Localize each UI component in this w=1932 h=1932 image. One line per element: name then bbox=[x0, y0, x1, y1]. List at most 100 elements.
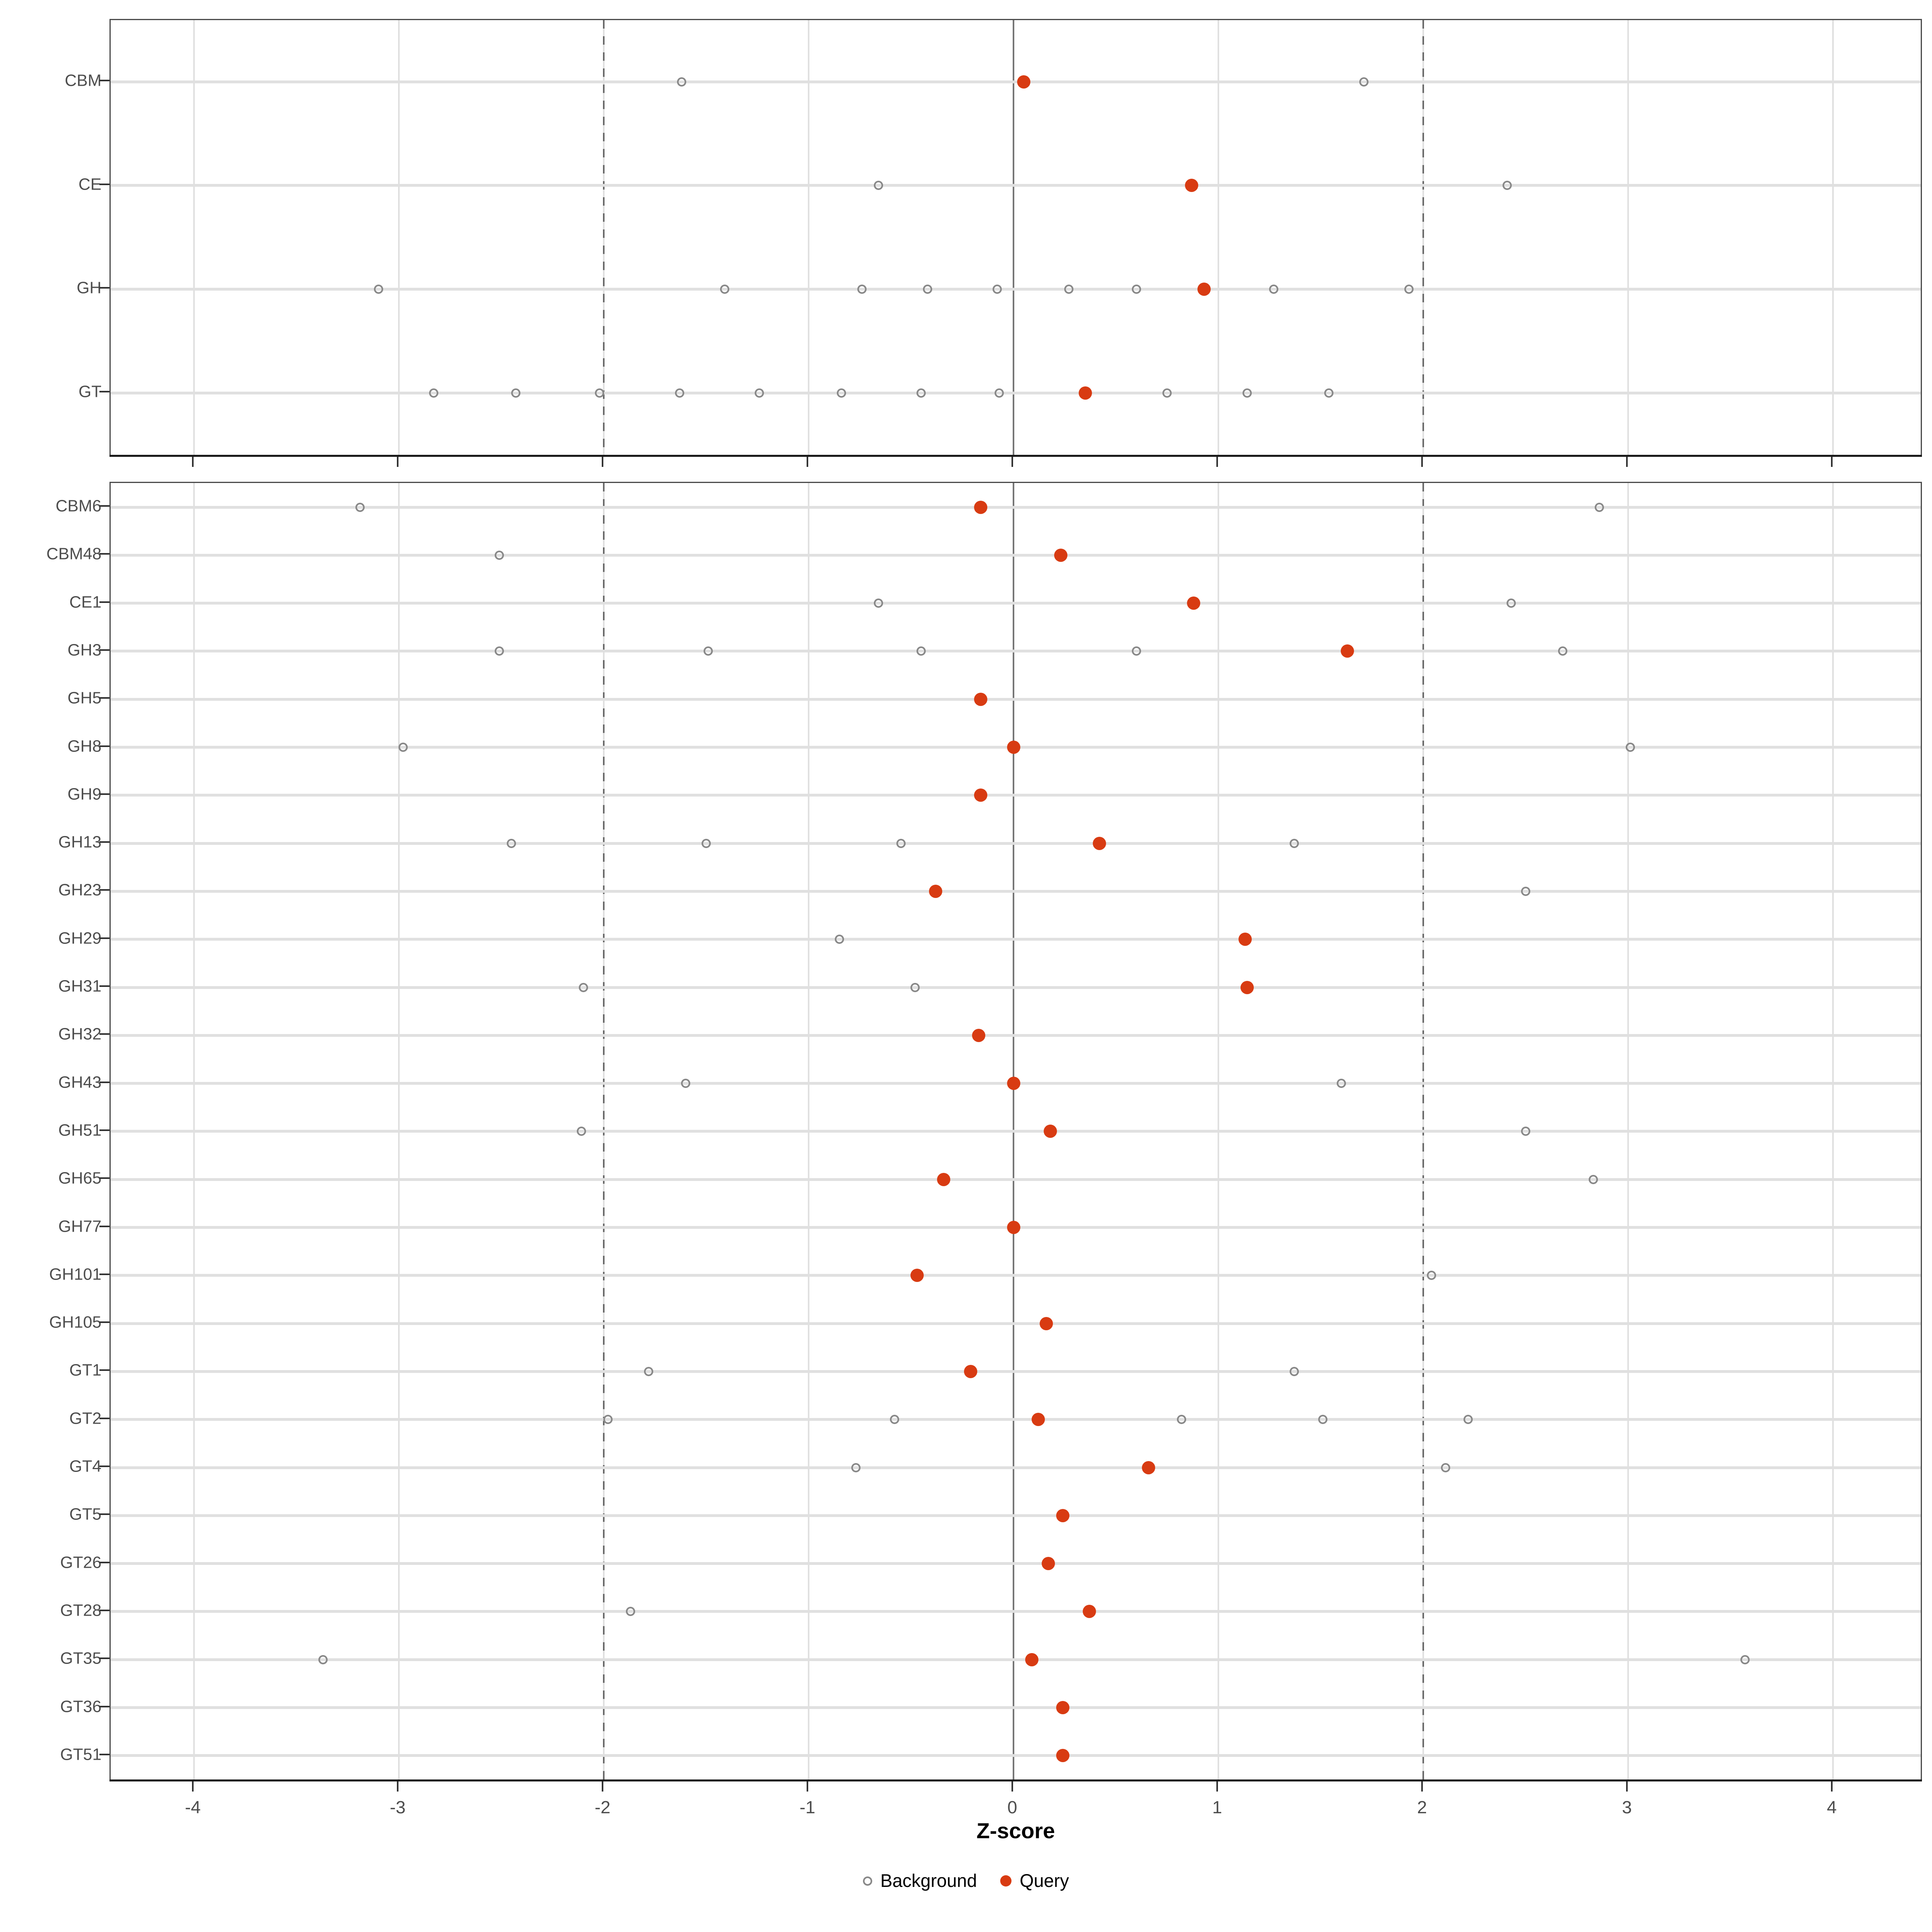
row-gridline-GH bbox=[111, 287, 1921, 291]
query-point-GT2 bbox=[1031, 1413, 1045, 1426]
background-point-GH-4 bbox=[992, 284, 1002, 294]
gridline-x--1 bbox=[808, 20, 809, 456]
x-tick-4 bbox=[1831, 457, 1833, 467]
background-point-GH31-0 bbox=[578, 983, 588, 992]
x-tick--3 bbox=[397, 457, 398, 467]
x-tick--2 bbox=[602, 1781, 603, 1792]
query-point-GT bbox=[1078, 386, 1092, 400]
y-axis-label-GH8: GH8 bbox=[67, 737, 101, 755]
y-axis-label-GT35: GT35 bbox=[60, 1649, 101, 1668]
background-point-GH-1 bbox=[720, 284, 729, 294]
query-point-GH77 bbox=[1007, 1221, 1020, 1234]
background-point-GT-10 bbox=[1324, 388, 1334, 398]
background-point-GT2-4 bbox=[1463, 1415, 1473, 1424]
background-point-GH3-3 bbox=[1131, 646, 1141, 656]
x-tick-label-4: 4 bbox=[1827, 1798, 1837, 1817]
background-point-CE1-0 bbox=[873, 599, 883, 608]
background-point-GH-7 bbox=[1269, 284, 1278, 294]
background-point-GT28-0 bbox=[625, 1607, 635, 1616]
y-axis-label-GH: GH bbox=[76, 278, 102, 297]
y-axis-label-GH29: GH29 bbox=[58, 929, 101, 947]
y-axis-label-GH3: GH3 bbox=[67, 640, 101, 659]
y-tick-GT36 bbox=[99, 1705, 109, 1707]
y-tick-GT26 bbox=[99, 1561, 109, 1563]
background-point-GH-2 bbox=[857, 284, 867, 294]
background-point-CBM-0 bbox=[677, 77, 686, 87]
y-tick-GT1 bbox=[99, 1369, 109, 1371]
background-point-GH23-0 bbox=[1521, 886, 1530, 896]
y-axis-label-GT: GT bbox=[78, 382, 101, 401]
gridline-x-1 bbox=[1218, 20, 1219, 456]
x-tick--2 bbox=[602, 457, 603, 467]
legend-label-query: Query bbox=[1020, 1870, 1069, 1891]
y-tick-GH29 bbox=[99, 937, 109, 939]
y-axis-label-GT36: GT36 bbox=[60, 1697, 101, 1715]
y-tick-GH32 bbox=[99, 1033, 109, 1035]
row-gridline-GH9 bbox=[111, 794, 1921, 797]
background-point-CBM6-1 bbox=[1595, 502, 1604, 512]
x-tick--4 bbox=[192, 1781, 194, 1792]
threshold-line-2 bbox=[1422, 20, 1424, 456]
query-point-GH51 bbox=[1044, 1125, 1057, 1138]
background-point-GT1-1 bbox=[1289, 1366, 1299, 1376]
x-tick--3 bbox=[397, 1781, 398, 1792]
background-point-CE1-1 bbox=[1507, 599, 1516, 608]
row-gridline-GH13 bbox=[111, 842, 1921, 845]
row-gridline-GH31 bbox=[111, 986, 1921, 989]
y-tick-CE bbox=[99, 183, 109, 185]
y-axis-label-CBM: CBM bbox=[64, 71, 101, 90]
x-tick-0 bbox=[1011, 1781, 1013, 1792]
background-point-GT-5 bbox=[836, 388, 846, 398]
background-point-GT35-0 bbox=[318, 1655, 328, 1664]
background-point-CBM-1 bbox=[1359, 77, 1368, 87]
query-point-CE1 bbox=[1187, 597, 1201, 610]
background-point-GH51-1 bbox=[1521, 1127, 1530, 1136]
row-gridline-GT1 bbox=[111, 1370, 1921, 1373]
x-tick-label--3: -3 bbox=[390, 1798, 406, 1817]
x-tick-2 bbox=[1421, 1781, 1423, 1792]
y-axis-label-GH23: GH23 bbox=[58, 880, 101, 899]
background-point-GH3-2 bbox=[916, 646, 926, 656]
x-tick-4 bbox=[1831, 1781, 1833, 1792]
y-axis-label-GT26: GT26 bbox=[60, 1553, 101, 1572]
x-tick-1 bbox=[1216, 1781, 1218, 1792]
y-axis-label-GH43: GH43 bbox=[58, 1073, 101, 1092]
query-point-GT1 bbox=[964, 1364, 977, 1378]
y-axis-label-GH101: GH101 bbox=[49, 1265, 101, 1284]
gridline-x-3 bbox=[1627, 20, 1629, 456]
background-point-GT2-1 bbox=[890, 1415, 900, 1424]
panel-family-level bbox=[109, 482, 1922, 1781]
y-tick-GH105 bbox=[99, 1321, 109, 1323]
query-point-GH29 bbox=[1238, 933, 1252, 946]
background-point-GH101-0 bbox=[1426, 1271, 1436, 1280]
row-gridline-GT35 bbox=[111, 1658, 1921, 1661]
y-axis-label-GT5: GT5 bbox=[69, 1505, 101, 1523]
y-tick-GT bbox=[99, 391, 109, 392]
y-tick-GT4 bbox=[99, 1466, 109, 1467]
query-point-GH9 bbox=[974, 788, 988, 802]
row-gridline-GH29 bbox=[111, 938, 1921, 941]
background-point-GT-8 bbox=[1162, 388, 1172, 398]
background-point-GH65-0 bbox=[1588, 1174, 1598, 1184]
background-point-GH13-3 bbox=[1289, 838, 1299, 848]
query-dot-icon bbox=[1000, 1875, 1012, 1887]
row-gridline-GT26 bbox=[111, 1562, 1921, 1565]
y-axis-label-CBM48: CBM48 bbox=[46, 544, 101, 563]
background-point-GT-0 bbox=[429, 388, 439, 398]
y-tick-GT51 bbox=[99, 1753, 109, 1755]
y-axis-label-GH32: GH32 bbox=[58, 1024, 101, 1043]
y-tick-GH3 bbox=[99, 649, 109, 651]
query-point-GH3 bbox=[1341, 644, 1354, 658]
background-point-GH8-0 bbox=[398, 743, 408, 752]
row-gridline-CBM48 bbox=[111, 553, 1921, 557]
background-point-GH43-0 bbox=[681, 1079, 691, 1088]
background-point-GT-1 bbox=[511, 388, 520, 398]
y-tick-GT28 bbox=[99, 1609, 109, 1611]
x-tick-label--4: -4 bbox=[185, 1798, 201, 1817]
background-point-GH43-1 bbox=[1336, 1079, 1346, 1088]
row-gridline-GT28 bbox=[111, 1610, 1921, 1613]
row-gridline-GT bbox=[111, 391, 1921, 394]
background-point-GH3-0 bbox=[494, 646, 504, 656]
query-point-GH31 bbox=[1240, 980, 1254, 994]
background-point-GH-0 bbox=[374, 284, 383, 294]
